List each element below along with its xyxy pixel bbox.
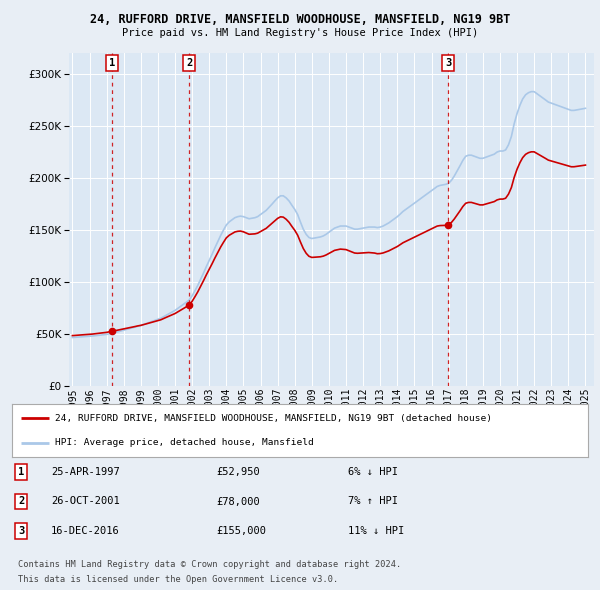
Text: £52,950: £52,950 (216, 467, 260, 477)
Text: 6% ↓ HPI: 6% ↓ HPI (348, 467, 398, 477)
Text: £155,000: £155,000 (216, 526, 266, 536)
Text: 7% ↑ HPI: 7% ↑ HPI (348, 497, 398, 506)
Text: Price paid vs. HM Land Registry's House Price Index (HPI): Price paid vs. HM Land Registry's House … (122, 28, 478, 38)
Text: This data is licensed under the Open Government Licence v3.0.: This data is licensed under the Open Gov… (18, 575, 338, 584)
Text: 16-DEC-2016: 16-DEC-2016 (51, 526, 120, 536)
Text: 24, RUFFORD DRIVE, MANSFIELD WOODHOUSE, MANSFIELD, NG19 9BT (detached house): 24, RUFFORD DRIVE, MANSFIELD WOODHOUSE, … (55, 414, 492, 423)
Text: 26-OCT-2001: 26-OCT-2001 (51, 497, 120, 506)
Text: 11% ↓ HPI: 11% ↓ HPI (348, 526, 404, 536)
Text: £78,000: £78,000 (216, 497, 260, 506)
Text: 3: 3 (18, 526, 24, 536)
Text: 24, RUFFORD DRIVE, MANSFIELD WOODHOUSE, MANSFIELD, NG19 9BT: 24, RUFFORD DRIVE, MANSFIELD WOODHOUSE, … (90, 13, 510, 26)
Text: HPI: Average price, detached house, Mansfield: HPI: Average price, detached house, Mans… (55, 438, 314, 447)
Text: 2: 2 (18, 497, 24, 506)
Text: Contains HM Land Registry data © Crown copyright and database right 2024.: Contains HM Land Registry data © Crown c… (18, 560, 401, 569)
Text: 3: 3 (445, 58, 451, 68)
Text: 1: 1 (109, 58, 115, 68)
Text: 2: 2 (186, 58, 192, 68)
Text: 1: 1 (18, 467, 24, 477)
Text: 25-APR-1997: 25-APR-1997 (51, 467, 120, 477)
